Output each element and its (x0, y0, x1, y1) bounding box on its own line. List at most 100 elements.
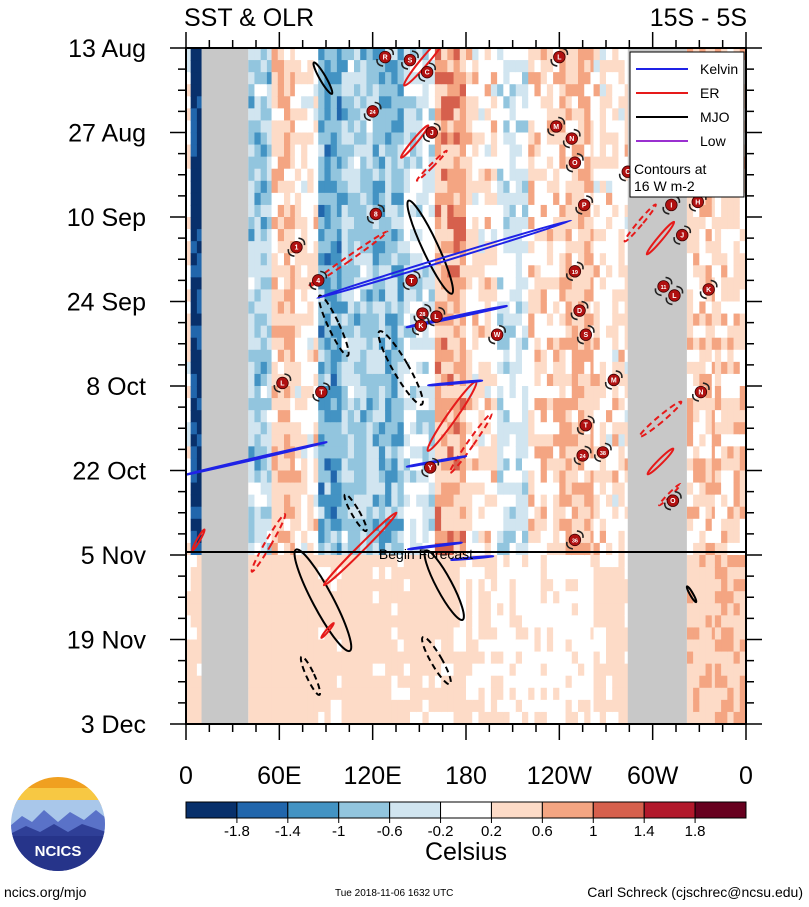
sst-cell (318, 506, 326, 520)
sst-cell (447, 144, 455, 158)
sst-cell (693, 591, 700, 604)
sst-cell (472, 398, 480, 411)
sst-cell (403, 591, 411, 604)
sst-cell (497, 229, 504, 242)
sst-cell (599, 422, 607, 435)
sst-cell (186, 349, 192, 363)
sst-cell (318, 446, 326, 460)
sst-cell (434, 410, 442, 423)
sst-cell (360, 144, 368, 158)
sst-cell (294, 422, 302, 435)
sst-cell (733, 301, 741, 315)
sst-cell (599, 579, 607, 592)
footer-author[interactable]: Carl Schreck (cjschrec@ncsu.edu) (587, 884, 803, 900)
sst-cell (354, 542, 361, 556)
sst-cell (453, 337, 461, 351)
sst-cell (453, 313, 461, 327)
sst-cell (266, 337, 273, 351)
storm-label: S (408, 58, 413, 65)
sst-cell (618, 470, 626, 484)
sst-cell (528, 494, 536, 508)
sst-cell (739, 361, 746, 375)
sst-cell (484, 542, 492, 556)
sst-cell (721, 398, 728, 411)
sst-cell (739, 253, 746, 266)
sst-cell (599, 313, 607, 327)
sst-cell (497, 518, 504, 532)
sst-cell (410, 675, 417, 689)
sst-cell (599, 289, 607, 303)
sst-cell (294, 72, 302, 85)
sst-cell (313, 168, 319, 182)
sst-cell (441, 337, 448, 351)
sst-cell (441, 108, 448, 122)
sst-cell (385, 567, 392, 580)
sst-cell (559, 494, 567, 508)
sst-cell (590, 434, 595, 447)
sst-cell (307, 615, 315, 629)
sst-cell (313, 204, 319, 218)
sst-cell (571, 555, 579, 568)
sst-cell (714, 687, 722, 701)
sst-cell (497, 48, 504, 61)
sst-cell (522, 398, 529, 411)
sst-cell (284, 579, 291, 592)
sst-cell (739, 482, 746, 496)
sst-cell (733, 579, 741, 592)
sst-cell (372, 168, 380, 182)
sst-cell (403, 337, 411, 351)
sst-cell (428, 108, 436, 122)
sst-cell (593, 422, 601, 435)
sst-cell (307, 132, 315, 146)
sst-cell (260, 144, 268, 158)
sst-cell (366, 361, 374, 375)
sst-cell (612, 518, 620, 532)
sst-cell (472, 518, 480, 532)
storm-marker: 24 (363, 101, 382, 122)
sst-cell (686, 458, 694, 472)
sst-cell (453, 289, 461, 303)
footer-url[interactable]: ncics.org/mjo (4, 884, 87, 900)
sst-cell (313, 555, 319, 568)
sst-cell (391, 518, 399, 532)
sst-cell (503, 289, 511, 303)
sst-cell (410, 313, 417, 327)
sst-cell (391, 627, 399, 641)
sst-cell (378, 446, 386, 460)
sst-cell (266, 277, 273, 291)
sst-cell (354, 301, 361, 315)
sst-cell (307, 241, 315, 254)
sst-cell (484, 579, 492, 592)
sst-cell (534, 506, 542, 520)
sst-cell (366, 555, 374, 568)
sst-cell (553, 204, 560, 218)
sst-cell (584, 204, 592, 218)
sst-cell (478, 422, 486, 435)
storm-dot (565, 132, 578, 145)
sst-cell (347, 615, 355, 629)
sst-cell (447, 217, 455, 230)
sst-cell (721, 229, 728, 242)
sst-cell (441, 494, 448, 508)
sst-cell (624, 627, 629, 641)
sst-cell (260, 518, 268, 532)
sst-cell (248, 639, 256, 653)
sst-cell (324, 446, 332, 460)
sst-cell (540, 60, 548, 73)
sst-cell (330, 518, 338, 532)
sst-cell (330, 603, 338, 616)
sst-cell (546, 446, 554, 460)
sst-cell (559, 386, 567, 399)
sst-cell (341, 422, 349, 435)
sst-cell (447, 627, 455, 641)
sst-cell (606, 96, 613, 109)
sst-cell (490, 120, 498, 134)
sst-cell (739, 204, 746, 218)
sst-cell (503, 687, 511, 701)
sst-cell (385, 699, 392, 713)
storm-icon (565, 530, 584, 550)
sst-cell (497, 120, 504, 134)
sst-cell (466, 542, 473, 556)
sst-cell (422, 542, 430, 556)
sst-cell (553, 567, 560, 580)
